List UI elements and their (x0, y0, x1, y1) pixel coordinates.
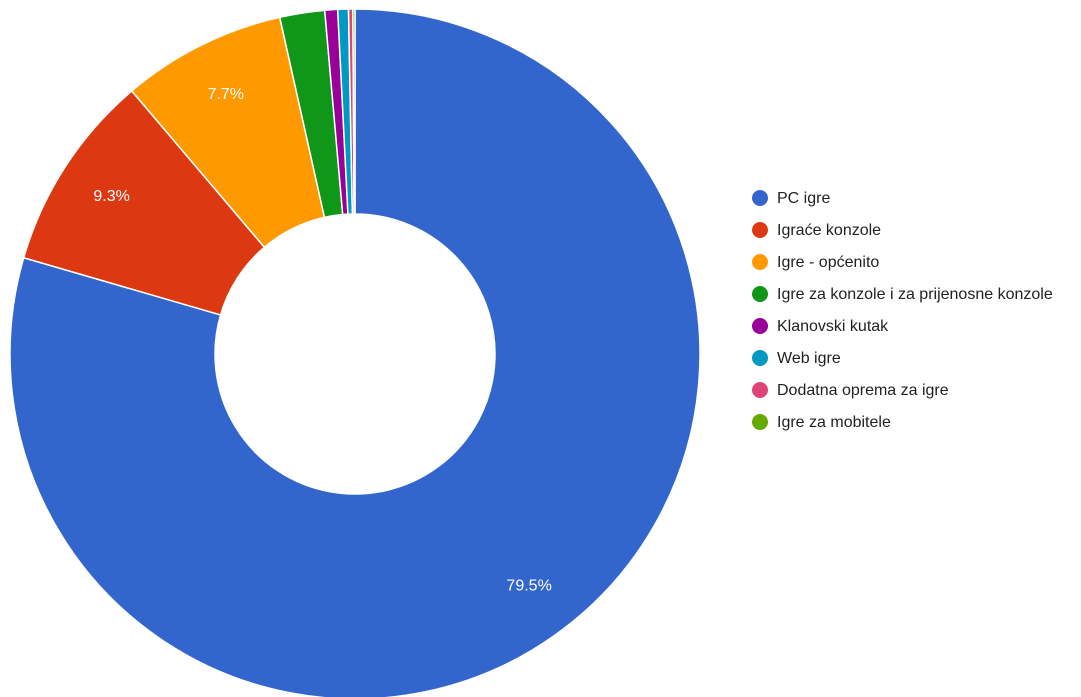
legend-swatch (752, 254, 768, 270)
legend-label: Dodatna oprema za igre (777, 382, 949, 399)
legend-swatch (752, 222, 768, 238)
legend-item[interactable]: Igre za mobitele (752, 412, 1072, 433)
legend-label: Igre za mobitele (777, 414, 891, 431)
legend-item[interactable]: Igre za konzole i za prijenosne konzole (752, 284, 1072, 305)
legend-item[interactable]: Igraće konzole (752, 220, 1072, 241)
legend-swatch (752, 190, 768, 206)
legend-item[interactable]: Igre - općenito (752, 252, 1072, 273)
legend-label: Igre - općenito (777, 254, 880, 271)
legend-label: Igraće konzole (777, 222, 882, 239)
legend-swatch (752, 286, 768, 302)
slice-data-label: 7.7% (208, 86, 244, 103)
chart-legend: PC igre Igraće konzole Igre - općenito Igre… (752, 188, 1072, 444)
legend-item[interactable]: Dodatna oprema za igre (752, 380, 1072, 401)
legend-item[interactable]: Klanovski kutak (752, 316, 1072, 337)
legend-item[interactable]: PC igre (752, 188, 1072, 209)
slice-data-label: 79.5% (506, 577, 551, 594)
legend-swatch (752, 414, 768, 430)
slice-data-label: 9.3% (93, 188, 129, 205)
slice-igra-e-konzole (22, 89, 266, 316)
slice-pc-igre (9, 8, 701, 697)
legend-label: Klanovski kutak (777, 318, 889, 335)
legend-swatch (752, 318, 768, 334)
legend-label: Web igre (777, 350, 841, 367)
legend-label: PC igre (777, 190, 831, 207)
legend-swatch (752, 350, 768, 366)
legend-label: Igre za konzole i za prijenosne konzole (777, 286, 1053, 303)
legend-item[interactable]: Web igre (752, 348, 1072, 369)
legend-swatch (752, 382, 768, 398)
slice-igre-za-mobitele (352, 8, 356, 215)
